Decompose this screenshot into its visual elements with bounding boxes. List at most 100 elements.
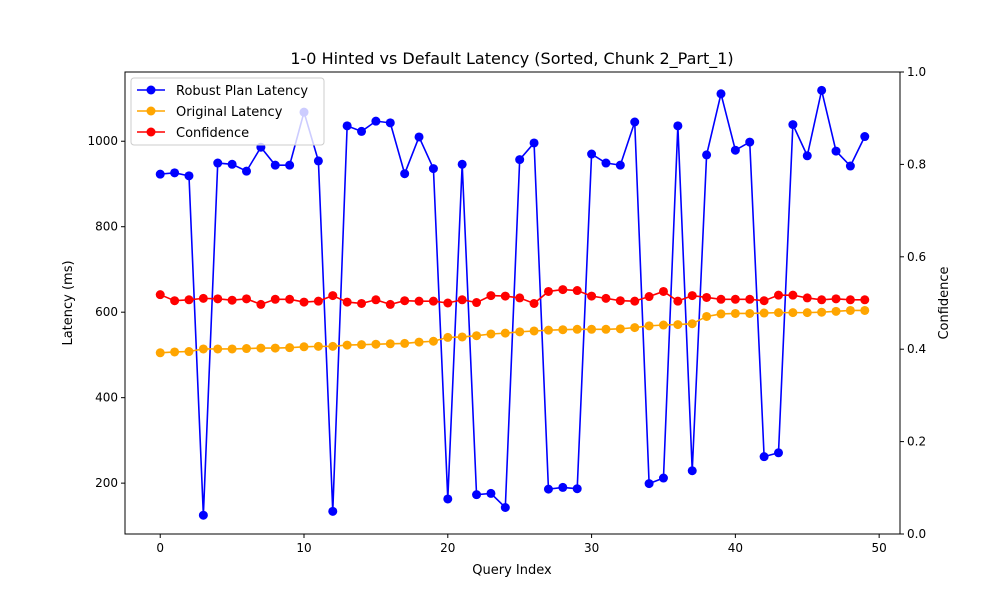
data-point (817, 307, 827, 317)
data-point (428, 164, 438, 174)
data-point (500, 291, 510, 301)
data-point (270, 160, 280, 170)
data-point (658, 320, 668, 330)
legend-marker (146, 85, 156, 95)
y2-tick-label: 0.6 (907, 250, 926, 264)
data-point (831, 306, 841, 316)
data-point (198, 344, 208, 354)
data-point (759, 296, 769, 306)
legend-box (130, 77, 325, 146)
data-point (515, 327, 525, 337)
y2-axis-label: Confidence (937, 266, 952, 339)
data-point (860, 305, 870, 315)
data-point (572, 484, 582, 494)
data-point (213, 294, 223, 304)
data-point (687, 291, 697, 301)
data-point (702, 150, 712, 160)
data-point (299, 342, 309, 352)
data-point (328, 291, 338, 301)
series-original-latency (155, 305, 870, 358)
data-point (242, 344, 251, 354)
data-point (543, 286, 553, 296)
y-tick-label: 600 (95, 305, 118, 319)
data-point (428, 336, 438, 346)
data-point (299, 297, 309, 307)
data-point (730, 294, 740, 304)
x-axis: 0 10 20 30 40 50 (156, 534, 887, 555)
data-point (831, 146, 841, 156)
y-axis-label: Latency (ms) (61, 260, 76, 345)
data-point (371, 116, 381, 126)
y2-tick-label: 0.2 (907, 435, 926, 449)
data-point (587, 324, 597, 334)
data-point (558, 482, 568, 492)
x-tick-label: 10 (296, 541, 311, 555)
data-point (213, 344, 223, 354)
data-point (242, 166, 251, 176)
data-point (184, 295, 194, 305)
data-point (256, 299, 266, 309)
data-point (428, 296, 438, 306)
data-point (357, 298, 367, 308)
data-point (658, 286, 668, 296)
data-point (385, 299, 395, 309)
data-point (802, 293, 812, 303)
data-point (155, 348, 165, 358)
data-point (644, 479, 654, 489)
data-point (774, 290, 783, 300)
x-tick-label: 20 (440, 541, 455, 555)
data-point (256, 343, 266, 353)
data-point (601, 158, 611, 168)
data-point (313, 296, 323, 306)
data-point (227, 344, 237, 354)
data-point (170, 168, 180, 178)
data-point (486, 291, 496, 301)
y-tick-label: 200 (95, 476, 118, 490)
data-point (486, 488, 496, 498)
x-tick-label: 0 (156, 541, 164, 555)
series-layer (155, 85, 870, 520)
data-point (184, 347, 194, 357)
data-point (342, 121, 352, 131)
data-point (170, 347, 180, 357)
data-point (845, 295, 855, 305)
data-point (371, 339, 381, 349)
data-point (342, 340, 352, 350)
data-point (658, 473, 668, 483)
data-point (817, 85, 827, 95)
data-point (615, 296, 625, 306)
data-point (414, 337, 424, 347)
data-point (802, 151, 812, 161)
data-point (155, 290, 165, 300)
data-point (371, 295, 381, 305)
series-confidence (155, 285, 870, 309)
x-axis-label: Query Index (472, 563, 552, 578)
legend-label: Robust Plan Latency (176, 84, 308, 99)
data-point (774, 448, 783, 458)
data-point (716, 89, 726, 99)
data-point (759, 452, 769, 462)
y2-tick-label: 0.8 (907, 157, 926, 171)
data-point (687, 319, 697, 329)
data-point (630, 323, 640, 333)
series-line (159, 288, 865, 306)
data-point (313, 341, 323, 351)
data-point (730, 308, 740, 318)
legend-marker (146, 127, 156, 137)
data-point (328, 506, 338, 516)
plot-area (124, 71, 901, 535)
data-point (745, 137, 755, 147)
data-point (601, 293, 611, 303)
data-point (529, 138, 539, 148)
data-point (543, 325, 553, 335)
data-point (687, 466, 697, 476)
data-point (630, 117, 640, 127)
series-robust-plan-latency (155, 85, 870, 520)
y2-tick-label: 0.0 (907, 527, 926, 541)
data-point (342, 297, 352, 307)
data-point (457, 295, 467, 305)
data-point (213, 158, 223, 168)
data-point (788, 290, 798, 300)
data-point (443, 332, 453, 342)
chart-title: 1-0 Hinted vs Default Latency (Sorted, C… (290, 49, 733, 69)
